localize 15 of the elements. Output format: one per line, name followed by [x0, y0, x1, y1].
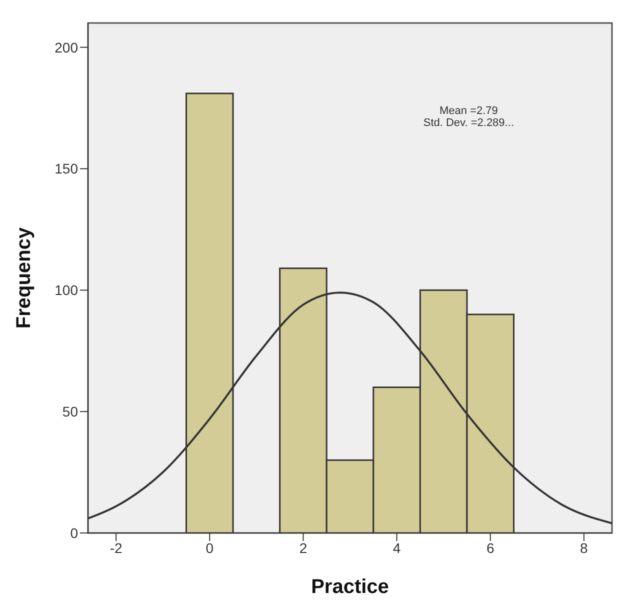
- annotation: Mean =2.79: [438, 104, 499, 117]
- y-tick-label: 50: [62, 404, 78, 420]
- y-tick-label: 200: [54, 39, 78, 56]
- x-axis-title: Practice: [311, 576, 389, 598]
- annotation: Std. Dev. =2.289...: [423, 116, 514, 129]
- y-tick-label: 150: [54, 160, 78, 177]
- x-tick-label: 2: [299, 540, 308, 556]
- x-tick-label: 0: [206, 540, 214, 556]
- y-axis-title: Frequency: [13, 226, 36, 329]
- y-tick-label: 0: [70, 524, 78, 541]
- x-tick-label: 6: [486, 540, 494, 556]
- x-tick-label: -2: [110, 540, 123, 556]
- y-tick-label: 100: [54, 282, 78, 298]
- x-tick-label: 8: [580, 540, 588, 556]
- x-tick-label: 4: [392, 540, 401, 556]
